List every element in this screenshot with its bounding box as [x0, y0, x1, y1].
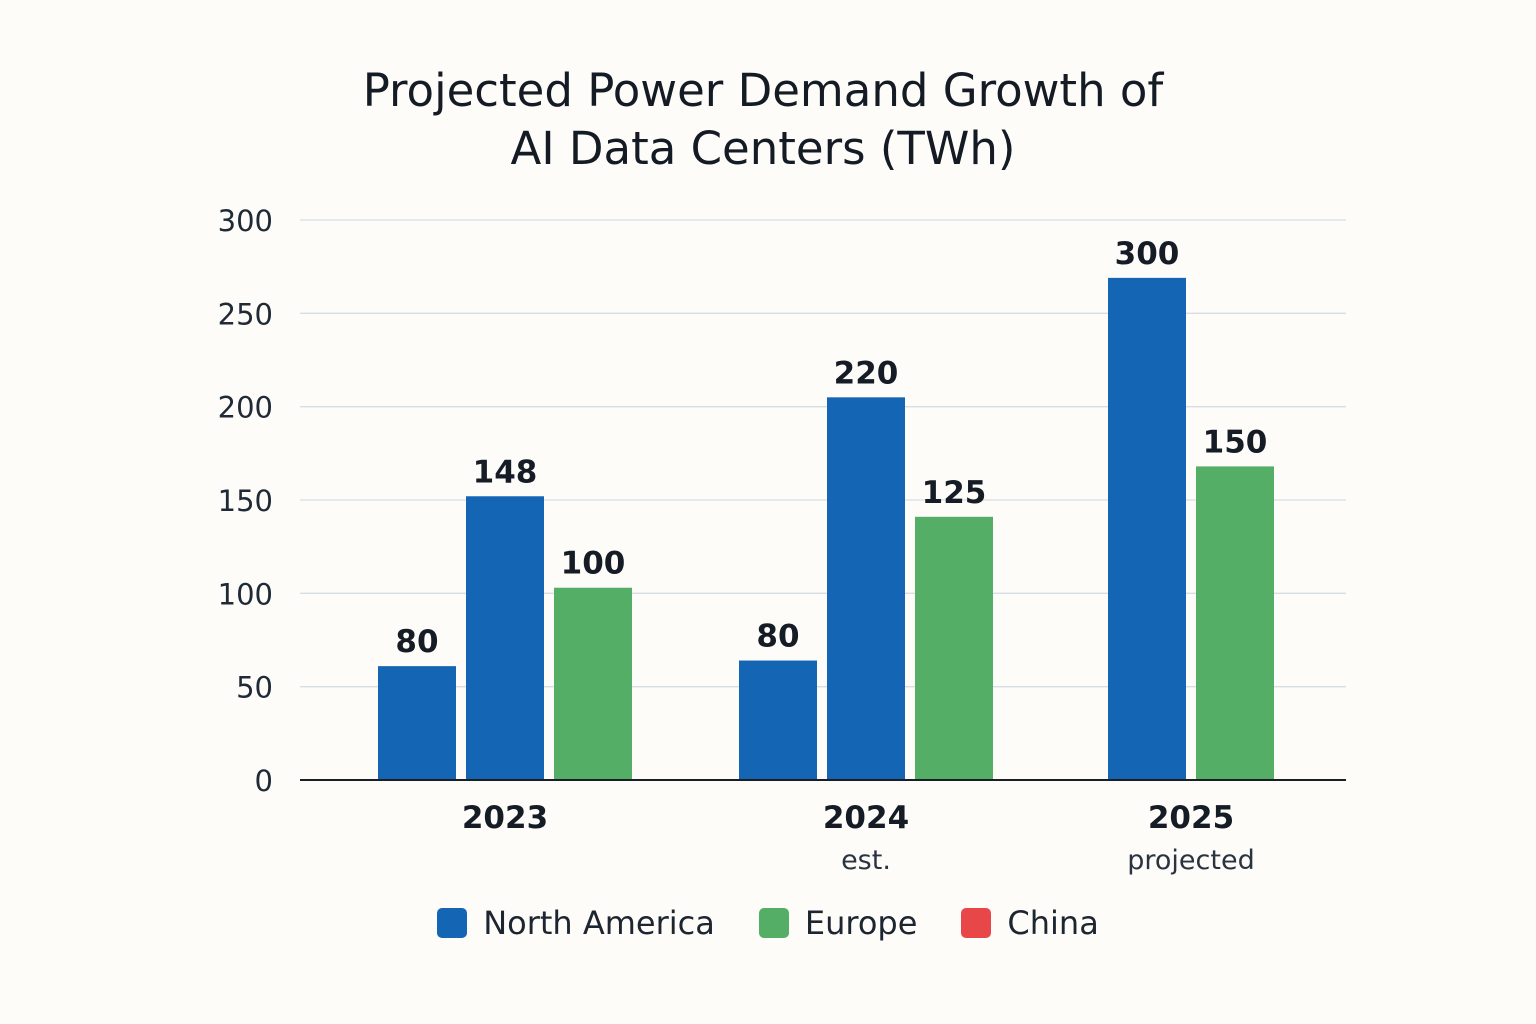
bar: [466, 496, 544, 780]
legend-item-north-america: North America: [437, 904, 715, 942]
x-tick-label: 2023: [462, 800, 548, 836]
bar: [1108, 277, 1186, 780]
legend-label-north-america: North America: [483, 904, 715, 942]
x-tick-label: 2025: [1148, 800, 1234, 836]
chart-title: Projected Power Demand Growth of AI Data…: [0, 62, 1536, 178]
legend-label-china: China: [1007, 904, 1099, 942]
x-tick-sublabel: projected: [1127, 845, 1254, 876]
data-label: 80: [395, 624, 438, 660]
y-tick-label: 250: [218, 297, 273, 331]
y-tick-label: 300: [218, 204, 273, 238]
data-label: 148: [473, 454, 538, 490]
x-tick-label: 2024: [823, 800, 909, 836]
x-tick-sublabel: est.: [841, 845, 891, 876]
bar: [915, 516, 993, 780]
legend-item-china: China: [961, 904, 1099, 942]
bar: [827, 397, 905, 780]
y-tick-label: 0: [255, 764, 273, 798]
data-label: 125: [922, 475, 987, 511]
y-tick-label: 50: [236, 671, 273, 705]
data-label: 80: [756, 619, 799, 655]
chart-title-line-2: AI Data Centers (TWh): [510, 122, 1016, 175]
bar: [554, 587, 632, 780]
y-tick-label: 100: [218, 577, 273, 611]
bar: [739, 660, 817, 780]
data-label: 220: [834, 355, 899, 391]
data-label: 100: [561, 546, 626, 582]
bar: [378, 666, 456, 780]
legend-swatch-china: [961, 908, 992, 938]
bar: [1196, 466, 1274, 780]
chart-title-line-1: Projected Power Demand Growth of: [362, 64, 1164, 117]
legend: North America Europe China: [0, 904, 1536, 942]
legend-swatch-europe: [758, 908, 789, 938]
legend-swatch-north-america: [437, 908, 468, 938]
y-tick-label: 200: [218, 391, 273, 425]
legend-label-europe: Europe: [804, 904, 918, 942]
data-label: 150: [1203, 424, 1268, 460]
y-tick-label: 150: [218, 484, 273, 518]
legend-item-europe: Europe: [758, 904, 918, 942]
data-label: 300: [1115, 236, 1180, 272]
